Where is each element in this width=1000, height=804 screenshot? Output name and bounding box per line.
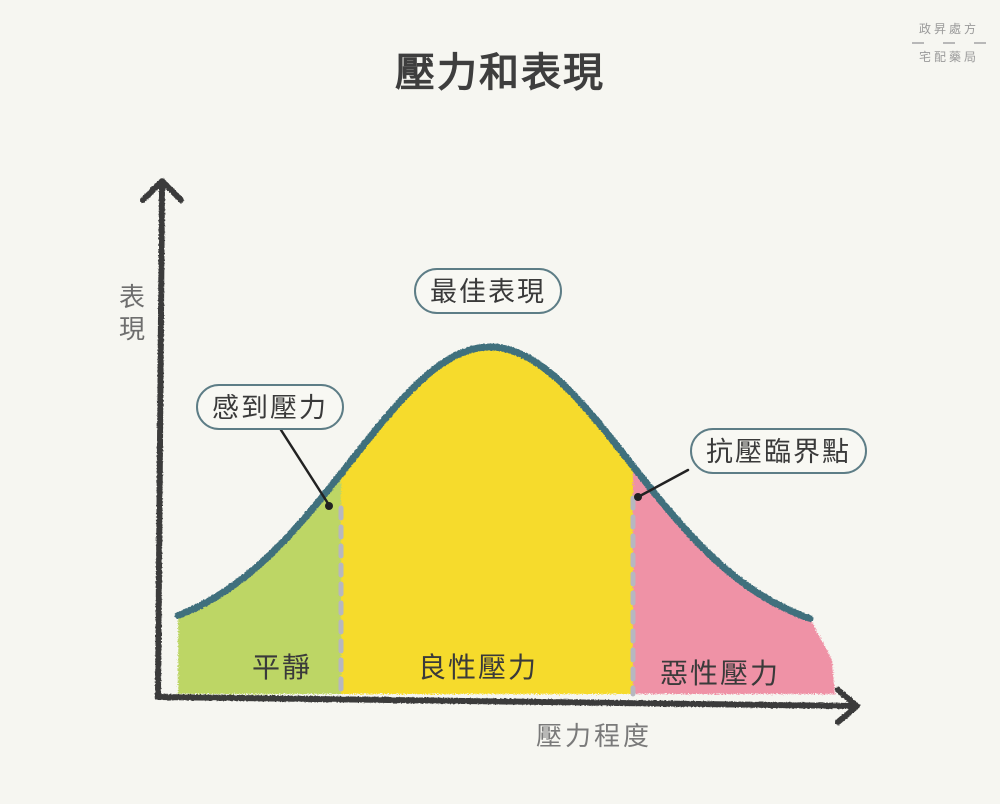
good-stress-zone-label: 良性壓力: [418, 651, 539, 684]
y-axis: [155, 185, 165, 700]
critical-point: [634, 493, 642, 501]
feel-stress-callout: 感到壓力: [196, 384, 344, 430]
peak-performance-callout: 最佳表現: [414, 268, 562, 314]
x-axis: [155, 694, 855, 709]
critical-point-callout: 抗壓臨界點: [690, 428, 867, 474]
calm-zone-fill: [178, 473, 341, 694]
bad-stress-zone-label: 惡性壓力: [660, 657, 781, 690]
page-title: 壓力和表現: [395, 50, 605, 96]
brand-line-1: 政昇處方: [918, 22, 979, 36]
feel-stress-leader: [279, 428, 331, 507]
good-stress-zone-fill: [341, 347, 633, 694]
x-axis-label: 壓力程度: [536, 722, 653, 752]
brand-line-2: 宅配藥局: [918, 50, 979, 64]
brand-logo: 政昇處方 宅配藥局: [912, 20, 986, 66]
x-axis-arrowhead: [835, 687, 860, 725]
brand-divider: [912, 42, 986, 44]
critical-point-leader: [636, 468, 690, 499]
y-axis-label: 表現: [118, 283, 145, 345]
calm-zone-label: 平靜: [252, 651, 313, 684]
y-axis-arrowhead: [140, 178, 184, 203]
feel-stress-point: [325, 502, 333, 510]
performance-curve: [174, 343, 814, 622]
